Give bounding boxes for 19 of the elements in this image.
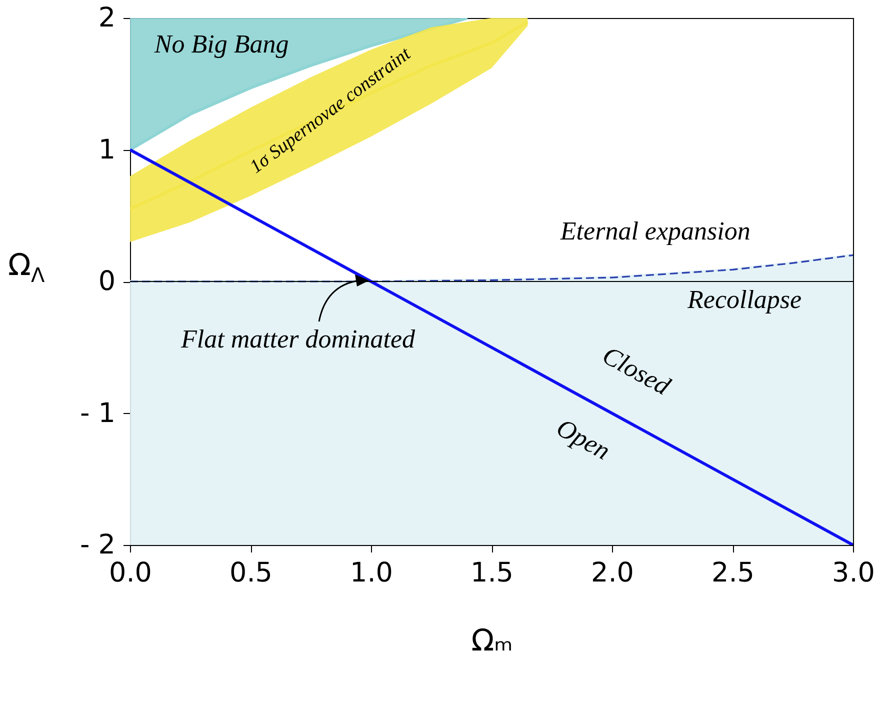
x-tick-label: 2.0 — [591, 558, 634, 588]
y-tick-label: 1 — [98, 134, 116, 166]
annotation: Flat matter dominated — [180, 324, 416, 354]
y-tick-label: 0 — [98, 266, 116, 297]
annotation: No Big Bang — [153, 29, 289, 58]
x-tick-label: 3.0 — [832, 558, 875, 588]
annotation: Eternal expansion — [559, 216, 750, 246]
x-tick-label: 2.5 — [712, 558, 754, 588]
y-tick-label: - 2 — [80, 530, 116, 560]
y-tick-label: 2 — [98, 2, 116, 34]
x-axis-title: Ωₘ — [471, 624, 513, 658]
x-tick-label: 1.5 — [470, 558, 514, 588]
annotation: Recollapse — [686, 284, 802, 314]
x-tick-label: 0.5 — [230, 558, 272, 588]
annotation: Open — [552, 412, 615, 466]
y-axis-title: Ω$_{Λ}$ — [8, 248, 45, 287]
y-tick-label: - 1 — [80, 398, 116, 429]
x-tick-label: 0.0 — [109, 558, 152, 588]
x-tick-label: 1.0 — [350, 558, 393, 588]
